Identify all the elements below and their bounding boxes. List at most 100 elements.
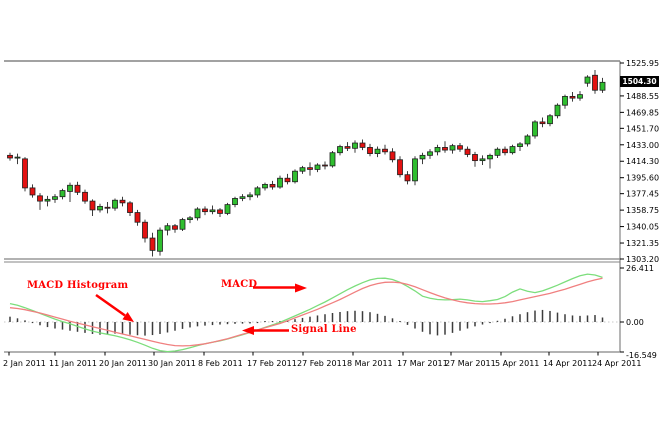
candle-body — [292, 170, 298, 183]
signal-line-arrow-head — [242, 326, 254, 335]
macd-axis-label: -16.549 — [626, 351, 657, 360]
candle-body — [367, 147, 373, 154]
price-axis-label: 1451.70 — [626, 124, 659, 133]
annotation-macd: MACD — [221, 279, 258, 290]
date-axis-label: 27 Mar 2011 — [445, 359, 496, 368]
candle-body — [307, 167, 313, 170]
price-axis-label: 1321.35 — [626, 239, 659, 248]
candle-body — [269, 183, 276, 188]
candle-body — [52, 196, 58, 200]
candle-body — [224, 204, 231, 214]
candle-body — [119, 199, 126, 204]
date-axis-label: 5 Apr 2011 — [495, 359, 539, 368]
candle-body — [434, 147, 441, 153]
date-axis-label: 27 Feb 2011 — [297, 359, 347, 368]
candle-body — [389, 151, 396, 161]
price-axis-label: 1488.55 — [626, 92, 659, 101]
current-price-tag: 1504.30 — [620, 76, 659, 87]
candle-body — [337, 146, 343, 154]
price-axis-label: 1377.45 — [626, 190, 659, 199]
candle-body — [254, 187, 261, 196]
candle-body — [554, 104, 561, 117]
date-axis-label: 20 Jan 2011 — [99, 359, 147, 368]
candle-body — [517, 143, 523, 147]
candle-body — [509, 146, 516, 154]
candle-body — [262, 183, 268, 189]
candle-body — [539, 121, 546, 125]
candle-body — [494, 148, 501, 156]
macd-line — [9, 273, 603, 353]
candle-body — [329, 152, 336, 167]
candle-body — [562, 95, 568, 106]
candle-body — [352, 142, 358, 149]
date-axis-label: 14 Apr 2011 — [543, 359, 592, 368]
candle-body — [37, 195, 43, 202]
candle-body — [382, 148, 388, 153]
date-axis-label: 30 Jan 2011 — [148, 359, 196, 368]
annotation-macd-histogram: MACD Histogram — [27, 280, 129, 291]
candle-body — [592, 74, 598, 91]
candle-body — [449, 145, 456, 151]
candle-body — [427, 151, 433, 156]
candle-body — [487, 154, 493, 160]
date-axis-label: 17 Mar 2011 — [397, 359, 448, 368]
candle-body — [142, 221, 148, 239]
candle-body — [472, 154, 478, 162]
candle-body — [149, 237, 156, 251]
candle-body — [277, 177, 283, 188]
price-axis-label: 1525.95 — [626, 59, 659, 68]
candle-body — [397, 159, 403, 176]
candle-body — [247, 194, 253, 198]
candle-body — [584, 76, 591, 84]
candle-body — [97, 205, 103, 211]
candle-body — [419, 154, 426, 160]
candle-body — [59, 190, 66, 198]
candle-body — [82, 191, 88, 202]
candle-body — [547, 115, 553, 125]
candle-body — [479, 158, 486, 162]
candle-body — [172, 225, 178, 230]
candle-body — [299, 167, 306, 172]
candle-body — [134, 212, 141, 223]
candle-body — [404, 174, 411, 182]
price-axis-label: 1469.85 — [626, 108, 659, 117]
candle-body — [412, 158, 418, 182]
price-axis-label: 1414.30 — [626, 157, 659, 166]
macd-axis-label: 26.411 — [626, 264, 654, 273]
candle-body — [89, 200, 96, 211]
candle-body — [7, 154, 13, 159]
candle-body — [502, 148, 508, 154]
candle-body — [194, 208, 201, 219]
price-axis-label: 1303.20 — [626, 255, 659, 264]
candle-body — [599, 81, 606, 91]
candle-body — [284, 177, 291, 183]
candle-body — [232, 198, 238, 206]
candle-body — [314, 164, 321, 170]
candle-body — [157, 229, 163, 252]
signal-line — [9, 277, 603, 347]
candle-body — [359, 142, 366, 148]
date-axis-label: 24 Apr 2011 — [592, 359, 641, 368]
candle-body — [322, 164, 328, 167]
candle-body — [464, 148, 471, 155]
candle-body — [44, 198, 51, 202]
annotation-signal-line: Signal Line — [291, 324, 357, 335]
candle-body — [187, 217, 193, 220]
candle-body — [74, 184, 81, 193]
candle-body — [344, 146, 351, 149]
price-axis-label: 1433.00 — [626, 141, 659, 150]
candle-body — [239, 196, 246, 199]
candle-body — [442, 147, 448, 151]
candle-body — [179, 219, 186, 230]
candle-body — [127, 202, 133, 213]
candle-body — [164, 225, 171, 231]
candle-body — [374, 148, 381, 154]
candle-body — [104, 206, 111, 209]
price-axis-label: 1395.60 — [626, 174, 659, 183]
macd-histogram-arrow-shaft — [95, 293, 126, 317]
macd-histogram-arrow-head — [122, 312, 134, 322]
candle-body — [209, 209, 216, 213]
candle-body — [524, 135, 531, 145]
